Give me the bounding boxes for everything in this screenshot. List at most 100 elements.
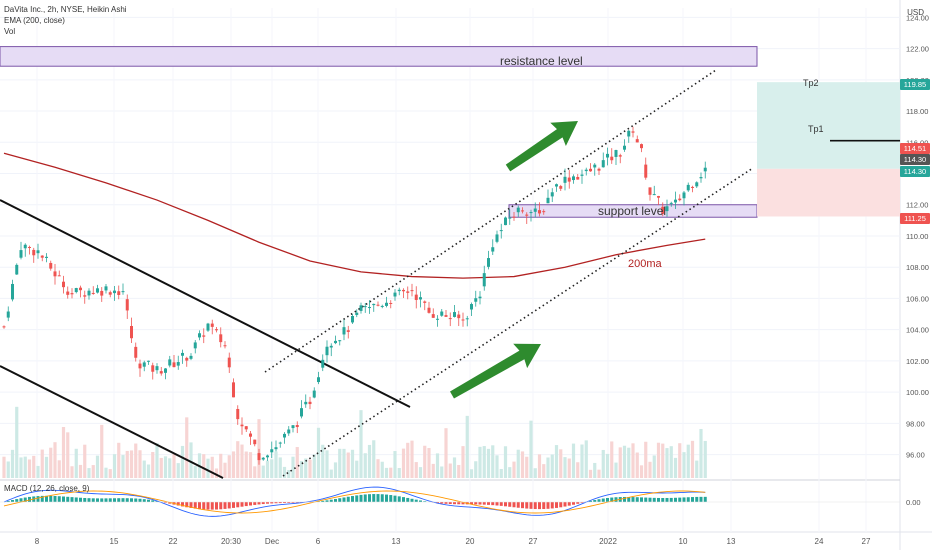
volume-bar — [180, 445, 185, 478]
volume-bar — [465, 415, 469, 478]
volume-bar — [231, 451, 236, 478]
macd-histogram-bar — [210, 502, 214, 510]
candle — [406, 291, 410, 293]
macd-legend: MACD (12, 26, close, 9) — [4, 484, 90, 493]
candle — [474, 298, 478, 302]
candle — [32, 249, 36, 256]
volume-bar — [176, 463, 180, 478]
candle — [6, 311, 10, 318]
candle — [372, 303, 376, 306]
volume-bar — [189, 442, 193, 478]
candle — [278, 442, 282, 444]
price-badge-stop: 111.25 — [900, 213, 930, 224]
macd-histogram-bar — [635, 497, 639, 502]
volume-bar — [656, 442, 661, 478]
volume-bar — [206, 458, 210, 478]
macd-histogram-bar — [62, 496, 65, 502]
lower-green-arrow — [450, 343, 541, 399]
volume-bar — [240, 444, 244, 478]
candle — [172, 362, 176, 368]
candle — [419, 297, 422, 300]
volume-bar — [542, 464, 546, 478]
loss-zone — [757, 168, 900, 217]
support-label: support level — [598, 204, 667, 218]
candle — [550, 192, 554, 197]
macd-histogram-bar — [436, 502, 439, 504]
candle — [453, 312, 456, 317]
candle — [176, 362, 180, 366]
volume-bar — [117, 442, 121, 478]
candle — [244, 426, 248, 430]
candle — [70, 293, 74, 295]
macd-histogram-bar — [193, 502, 197, 509]
macd-histogram-bar — [419, 500, 422, 502]
macd-histogram-bar — [699, 496, 703, 502]
candle — [104, 286, 108, 291]
volume-bar — [503, 446, 508, 478]
x-tick-label: 10 — [679, 537, 688, 546]
candle — [227, 357, 231, 368]
y-tick-label: 102.00 — [906, 357, 929, 366]
candles-layer — [2, 126, 707, 465]
candle — [206, 323, 210, 331]
volume-bar — [423, 445, 427, 478]
candle — [665, 206, 669, 212]
macd-histogram-bar — [23, 497, 27, 502]
x-tick-label: Dec — [265, 537, 279, 546]
macd-histogram-bar — [108, 498, 112, 502]
candle — [287, 429, 291, 434]
candle — [185, 357, 189, 361]
volume-bar — [261, 465, 265, 478]
candle — [19, 250, 23, 258]
macd-histogram-bar — [491, 502, 495, 506]
macd-histogram-bar — [538, 502, 541, 510]
macd-histogram-bar — [359, 494, 363, 502]
volume-bar — [142, 460, 146, 478]
volume-bar — [389, 467, 393, 478]
candle — [312, 390, 316, 398]
candle — [108, 292, 112, 295]
volume-bar — [95, 455, 100, 478]
candle — [300, 408, 303, 417]
macd-histogram-bar — [338, 498, 342, 502]
candle — [40, 255, 44, 258]
volume-bar — [308, 459, 312, 478]
macd-histogram-bar — [270, 502, 274, 504]
volume-bar — [104, 467, 108, 478]
x-tick-label: 2022 — [599, 537, 617, 546]
macd-histogram-bar — [66, 496, 70, 502]
downtrend-lower-line — [0, 365, 224, 479]
y-tick-label: 100.00 — [906, 388, 929, 397]
volume-bar — [338, 448, 342, 478]
volume-bar — [567, 458, 571, 478]
macd-histogram-bar — [249, 502, 252, 506]
volume-bar — [380, 461, 384, 478]
volume-bar — [393, 451, 397, 478]
macd-histogram-bar — [274, 502, 278, 504]
volume-bar — [274, 451, 278, 478]
zones-layer — [0, 46, 900, 218]
candle — [334, 340, 337, 344]
candle — [100, 290, 104, 296]
candle — [96, 288, 99, 293]
macd-histogram-bar — [74, 497, 78, 502]
volume-bar — [44, 456, 49, 478]
volume-bar — [87, 468, 91, 478]
candle — [385, 302, 388, 306]
candle — [121, 291, 125, 293]
volume-bar — [478, 446, 482, 478]
volume-bar — [74, 448, 78, 478]
candle — [219, 334, 223, 343]
candle — [648, 187, 652, 195]
candle — [2, 326, 6, 328]
x-tick-label: 22 — [169, 537, 178, 546]
volume-bar — [325, 450, 329, 478]
macd-histogram-bar — [644, 497, 648, 502]
candle — [53, 271, 57, 277]
volume-bar — [406, 442, 410, 478]
macd-histogram-bar — [253, 502, 257, 505]
candle — [66, 291, 70, 295]
volume-bar — [563, 457, 567, 478]
macd-histogram-bar — [567, 502, 571, 506]
